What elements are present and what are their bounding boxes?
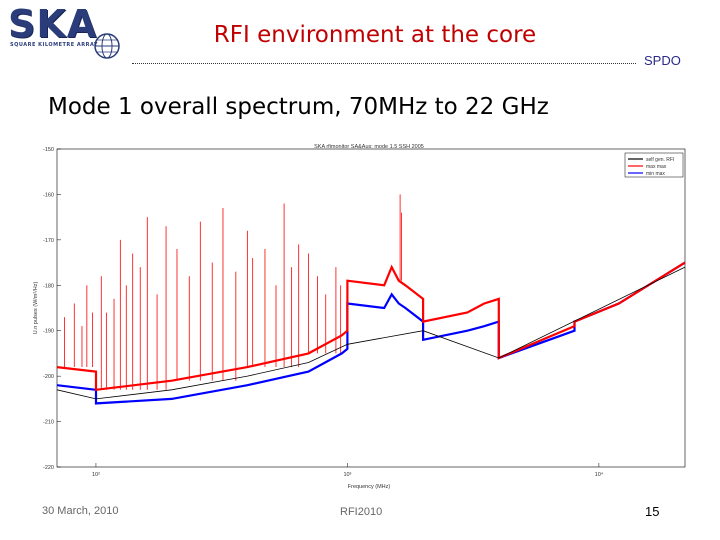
org-label: SPDO: [644, 53, 681, 68]
legend-entry: max max: [646, 164, 667, 170]
legend-entry: self gen. RFI: [646, 157, 674, 163]
chart-title: SKA rfimonitor SA&Aus: mode 1.5 SSH 2005: [314, 144, 424, 150]
y-tick-label: -150: [43, 147, 54, 153]
slide-subtitle: Mode 1 overall spectrum, 70MHz to 22 GHz: [48, 94, 549, 120]
logo-subtext: SQUARE KILOMETRE ARRAY: [10, 42, 99, 48]
title-divider: [132, 63, 636, 64]
globe-icon: [94, 33, 120, 59]
series-line-min-max: [56, 261, 686, 405]
slide-title: RFI environment at the core: [213, 22, 537, 48]
y-tick-label: -180: [43, 283, 54, 289]
footer-date: 30 March, 2010: [42, 505, 119, 517]
ska-logo: SKA SQUARE KILOMETRE ARRAY: [4, 2, 120, 64]
page-number: 15: [645, 504, 660, 519]
y-tick-label: -210: [43, 420, 54, 426]
spectrum-chart: SKA rfimonitor SA&Aus: mode 1.5 SSH 2005…: [28, 135, 692, 497]
plot-frame: [56, 148, 686, 468]
y-tick-label: -200: [43, 374, 54, 380]
x-axis-label: Frequency (MHz): [348, 484, 391, 490]
y-tick-label: -170: [43, 238, 54, 244]
series-layer: [56, 194, 686, 405]
y-tick-label: -220: [43, 465, 54, 471]
axis-layer: -150 -160 -170 -180 -190 -200 -210 -220 10² 10³ 10…: [43, 147, 604, 478]
x-tick-label: 10²: [92, 472, 100, 478]
series-line-self-gen-rfi: [56, 266, 686, 400]
y-tick-label: -160: [43, 192, 54, 198]
legend-entry: min max: [646, 171, 665, 177]
x-tick-label: 10⁴: [595, 471, 604, 478]
y-axis-label: U.n pulses (W/m²/Hz): [33, 282, 39, 335]
series-line-max-max: [56, 261, 686, 392]
chart-svg: SKA rfimonitor SA&Aus: mode 1.5 SSH 2005…: [33, 144, 686, 490]
x-tick-label: 10³: [343, 472, 351, 478]
y-tick-label: -190: [43, 329, 54, 335]
logo-text: SKA: [8, 2, 98, 46]
footer-conference: RFI2010: [340, 506, 383, 518]
